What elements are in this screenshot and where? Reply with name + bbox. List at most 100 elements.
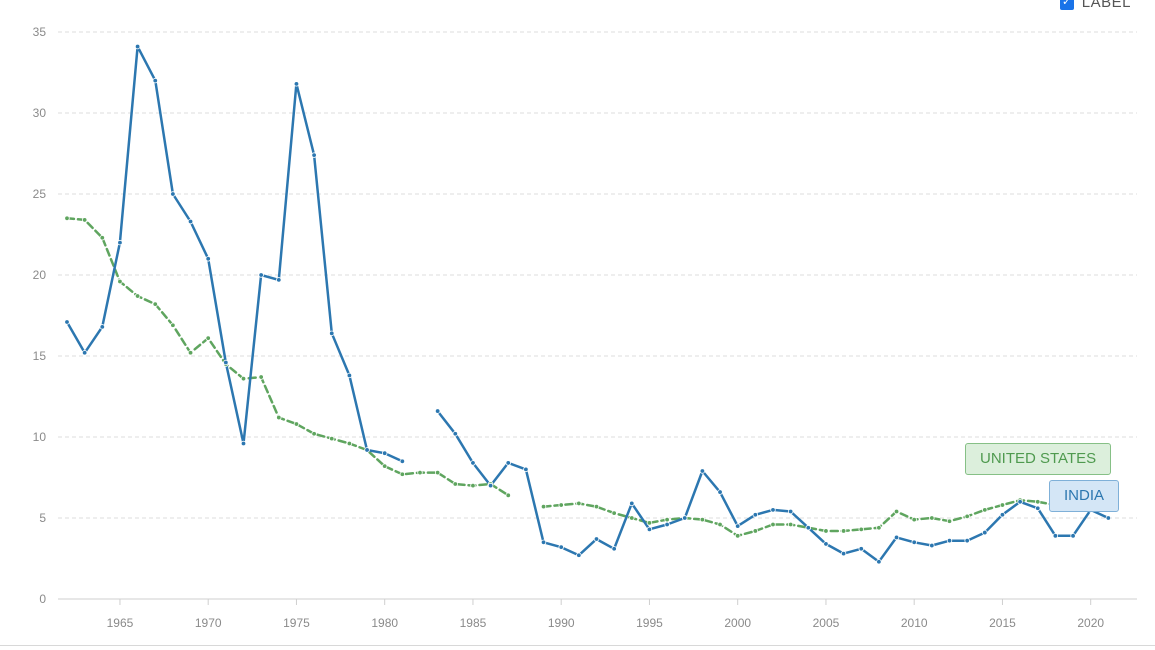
point-india-1972: [240, 440, 247, 447]
point-united-states-1973: [258, 374, 264, 380]
point-india-1976: [311, 152, 317, 158]
point-united-states-1978: [346, 440, 353, 447]
point-india-2017: [1035, 505, 1041, 511]
point-united-states-2002: [770, 521, 776, 528]
series-lines: [65, 45, 1110, 563]
point-india-1989: [540, 539, 547, 545]
point-india-1980: [382, 450, 388, 456]
point-united-states-2001: [752, 528, 759, 534]
series-label-united-states[interactable]: UNITED STATES: [965, 443, 1112, 475]
point-united-states-1976: [311, 431, 317, 437]
x-tick-label-2010: 2010: [901, 616, 928, 630]
y-tick-label-5: 5: [39, 511, 46, 525]
point-united-states-1998: [699, 516, 706, 523]
x-axis-tick-labels: 1965 1970 1975 1980 1985 1990 1995 2000 2005 2010…: [107, 616, 1105, 630]
point-united-states-1970: [205, 335, 211, 341]
point-india-1977: [329, 330, 335, 337]
point-india-1998: [699, 468, 706, 474]
point-united-states-2009: [893, 508, 900, 515]
point-india-2015: [999, 512, 1006, 518]
point-india-1966: [134, 43, 141, 50]
point-india-2004: [805, 525, 811, 531]
point-india-1985: [470, 460, 476, 466]
point-united-states-1981: [399, 471, 406, 477]
point-united-states-1975: [293, 421, 300, 427]
point-india-2002: [770, 507, 776, 513]
point-united-states-1985: [470, 482, 476, 489]
point-india-2012: [946, 537, 953, 544]
x-tick-label-1965: 1965: [107, 616, 134, 630]
gridlines: [58, 31, 1137, 519]
x-tick-label-2005: 2005: [813, 616, 840, 630]
point-united-states-1969: [187, 350, 194, 356]
point-united-states-2000: [735, 533, 741, 539]
label-toggle[interactable]: ✓ LABEL: [1059, 0, 1131, 11]
point-india-1971: [223, 359, 229, 366]
point-india-1964: [99, 324, 105, 330]
point-india-1978: [346, 372, 353, 379]
point-united-states-1962: [64, 215, 70, 221]
point-united-states-1995: [646, 520, 653, 526]
point-india-1981: [399, 458, 406, 464]
series-label-india[interactable]: INDIA: [1049, 480, 1120, 512]
point-united-states-1991: [576, 500, 582, 507]
point-india-1999: [717, 489, 723, 495]
point-india-2010: [911, 539, 917, 545]
point-india-1967: [152, 77, 158, 84]
point-india-1986: [487, 482, 494, 489]
point-united-states-1999: [717, 521, 723, 528]
point-india-1984: [452, 431, 458, 437]
point-united-states-1983: [434, 469, 441, 476]
point-india-1990: [558, 544, 564, 550]
point-united-states-1992: [593, 503, 600, 510]
bottom-divider: [0, 645, 1155, 646]
x-tick-label-1975: 1975: [283, 616, 310, 630]
point-india-2005: [823, 541, 829, 547]
point-india-1992: [593, 536, 600, 542]
point-united-states-2006: [840, 528, 847, 534]
point-india-2007: [858, 546, 864, 552]
y-tick-label-10: 10: [33, 430, 47, 444]
point-india-1979: [364, 447, 370, 453]
point-india-1963: [81, 350, 88, 356]
point-united-states-2013: [964, 513, 970, 520]
point-united-states-1990: [558, 502, 564, 508]
point-united-states-1964: [99, 235, 105, 241]
point-india-1991: [576, 552, 582, 558]
point-india-1993: [611, 546, 617, 552]
point-united-states-1993: [611, 510, 617, 516]
point-india-2019: [1070, 533, 1076, 539]
point-india-2000: [735, 523, 741, 529]
point-united-states-1996: [664, 516, 670, 523]
point-united-states-1963: [81, 217, 88, 223]
point-india-1997: [682, 515, 688, 521]
point-united-states-2003: [787, 521, 794, 528]
point-india-1996: [664, 521, 670, 528]
point-india-2014: [982, 529, 988, 536]
point-united-states-1967: [152, 301, 158, 307]
point-india-2018: [1052, 533, 1059, 539]
point-united-states-1984: [452, 481, 458, 487]
point-united-states-2011: [929, 515, 935, 521]
y-tick-label-25: 25: [33, 187, 47, 201]
point-united-states-1977: [329, 435, 335, 442]
x-tick-label-1990: 1990: [548, 616, 575, 630]
point-united-states-1972: [240, 375, 247, 382]
point-india-2013: [964, 537, 970, 544]
y-tick-label-30: 30: [33, 106, 47, 120]
point-united-states-2014: [982, 507, 988, 513]
point-india-1987: [505, 460, 511, 466]
point-united-states-1982: [417, 469, 423, 476]
point-united-states-2010: [911, 516, 917, 523]
point-india-1975: [293, 81, 300, 87]
y-axis-tick-labels: 0 5 10 15 20 25 30 35: [33, 25, 47, 606]
point-india-2003: [787, 508, 794, 515]
point-india-2008: [876, 559, 882, 565]
point-india-1973: [258, 272, 264, 278]
point-india-2016: [1017, 499, 1023, 505]
point-india-2011: [929, 542, 935, 549]
point-india-1962: [64, 319, 70, 325]
label-checkbox[interactable]: ✓: [1059, 0, 1074, 10]
y-tick-label-15: 15: [33, 349, 47, 363]
point-india-1994: [629, 500, 635, 507]
